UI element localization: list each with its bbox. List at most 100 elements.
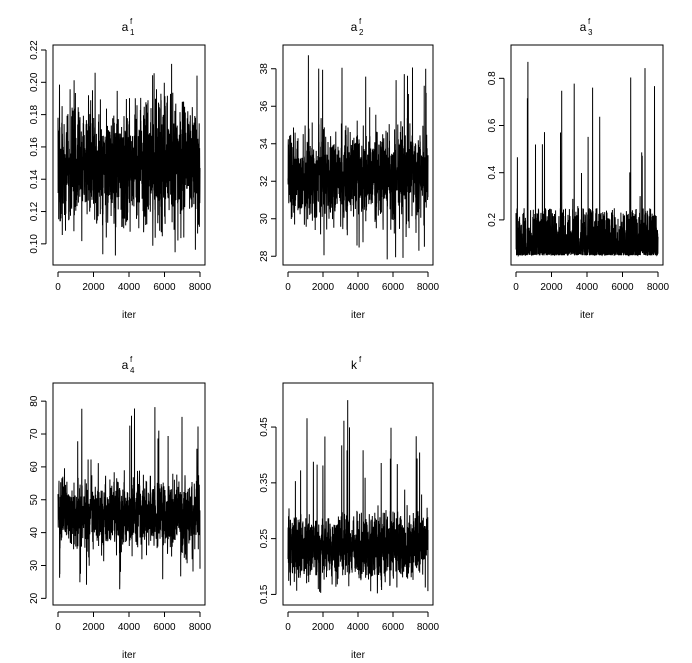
x-tick-label: 4000 [347,622,370,633]
panel-title-superscript: f [130,355,133,364]
x-tick-label: 8000 [647,282,670,293]
y-tick-label: 0.6 [487,118,498,132]
plot-frame [282,44,434,266]
x-axis-title: iter [122,310,137,321]
x-axis-title: iter [351,650,366,661]
panel-title-base: a [580,20,587,34]
x-tick-label: 0 [513,282,519,293]
y-tick-label: 0.8 [487,71,498,85]
x-axis: 0 2000 4000 6000 8000 [285,271,440,293]
y-tick-label: 70 [29,428,40,440]
y-tick-label: 36 [259,100,270,112]
panel-title-subscript: 2 [359,28,364,37]
panel-title: a f 1 [122,17,135,37]
y-tick-label: 0.14 [29,169,40,189]
panel-2: 0 2000 4000 6000 8000 28 30 32 34 36 38 iter a f 2 [259,17,440,321]
x-tick-label: 6000 [382,622,405,633]
x-tick-label: 0 [285,282,291,293]
x-tick-label: 8000 [417,622,440,633]
y-tick-label: 34 [259,138,270,150]
y-tick-label: 30 [29,559,40,571]
x-axis-title: iter [122,650,137,661]
y-tick-label: 0.4 [487,165,498,179]
y-tick-label: 0.16 [29,137,40,157]
y-tick-label: 32 [259,175,270,187]
y-tick-label: 0.45 [259,417,270,437]
x-tick-label: 2000 [82,282,105,293]
y-tick-label: 0.15 [259,584,270,604]
trace-line [57,407,201,590]
x-axis: 0 2000 4000 6000 8000 [55,611,212,633]
x-tick-label: 6000 [153,282,176,293]
y-tick-label: 20 [29,592,40,604]
x-axis-title: iter [351,310,366,321]
x-tick-label: 4000 [347,282,370,293]
plot-frame [52,382,206,606]
y-tick-label: 80 [29,395,40,407]
panel-title-base: a [122,358,129,372]
panel-5: 0 2000 4000 6000 8000 0.15 0.25 0.35 0.45 iter k f [259,355,440,661]
panel-title: a f 4 [122,355,135,375]
x-tick-label: 8000 [189,622,212,633]
panel-4: 0 2000 4000 6000 8000 20 30 40 50 60 70 80 iter a f 4 [29,355,212,661]
panel-title-base: a [122,20,129,34]
panel-title-subscript: 3 [588,28,593,37]
x-axis: 0 2000 4000 6000 8000 [513,271,670,293]
plot-frame [282,382,434,606]
x-tick-label: 0 [55,282,61,293]
x-tick-label: 4000 [576,282,599,293]
panel-title-base: k [351,358,358,372]
x-tick-label: 8000 [417,282,440,293]
y-axis: 0.2 0.4 0.6 0.8 [487,71,505,227]
plot-frame [510,44,664,266]
x-axis: 0 2000 4000 6000 8000 [285,611,440,633]
y-tick-label: 50 [29,494,40,506]
panel-title: a f 2 [351,17,364,37]
y-tick-label: 40 [29,527,40,539]
panel-title-superscript: f [359,355,362,364]
panel-3: 0 2000 4000 6000 8000 0.2 0.4 0.6 0.8 iter a f 3 [487,17,670,321]
trace-line [287,55,429,260]
x-tick-label: 0 [285,622,291,633]
x-tick-label: 4000 [118,282,141,293]
y-tick-label: 0.35 [259,473,270,493]
x-axis-title: iter [580,310,595,321]
panel-title: a f 3 [580,17,593,37]
x-tick-label: 2000 [312,622,335,633]
y-tick-label: 0.20 [29,72,40,92]
y-tick-label: 30 [259,213,270,225]
x-tick-label: 6000 [611,282,634,293]
trace-line [515,61,659,258]
y-axis: 20 30 40 50 60 70 80 [29,395,47,604]
y-tick-label: 0.12 [29,201,40,221]
y-axis: 28 30 32 34 36 38 [259,63,277,262]
y-tick-label: 28 [259,250,270,262]
y-tick-label: 0.10 [29,234,40,254]
y-tick-label: 0.22 [29,40,40,60]
y-tick-label: 38 [259,63,270,75]
panel-title-subscript: 4 [130,366,135,375]
panel-title-superscript: f [588,17,591,26]
x-axis: 0 2000 4000 6000 8000 [55,271,212,293]
x-tick-label: 4000 [118,622,141,633]
x-tick-label: 6000 [153,622,176,633]
panel-title-superscript: f [130,17,133,26]
panel-title-base: a [351,20,358,34]
panel-title-superscript: f [359,17,362,26]
x-tick-label: 2000 [312,282,335,293]
x-tick-label: 6000 [382,282,405,293]
y-tick-label: 60 [29,461,40,473]
x-tick-label: 8000 [189,282,212,293]
y-tick-label: 0.2 [487,213,498,227]
trace-line [57,63,201,256]
x-tick-label: 0 [55,622,61,633]
x-tick-label: 2000 [540,282,563,293]
trace-line [287,400,429,594]
panel-1: 0 2000 4000 6000 8000 0.10 0.12 0.14 0.16 0.18 0.2… [29,17,212,321]
y-axis: 0.10 0.12 0.14 0.16 0.18 0.20 0.22 [29,40,47,254]
x-tick-label: 2000 [82,622,105,633]
panel-title-subscript: 1 [130,28,135,37]
y-tick-label: 0.18 [29,104,40,124]
